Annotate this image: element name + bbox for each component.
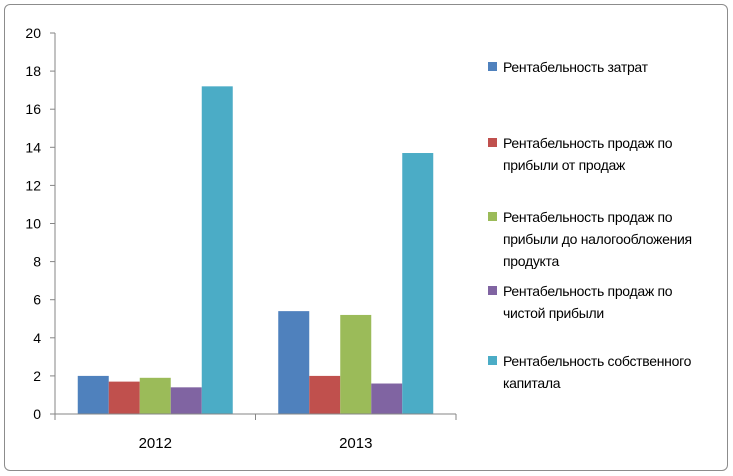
y-tick-label: 2	[33, 368, 41, 384]
x-tick-label-2012: 2012	[139, 435, 172, 452]
y-tick-label: 0	[33, 406, 41, 422]
bar-2012-series-5	[201, 86, 233, 414]
y-tick-label: 20	[25, 25, 41, 41]
legend-label: Рентабельность продаж по прибыли до нало…	[503, 209, 692, 269]
legend-item-4: Рентабельность продаж по чистой прибыли	[488, 280, 718, 324]
bar-2012-series-1	[77, 375, 109, 414]
legend-swatch	[488, 212, 497, 221]
x-axis: 2012 2013	[139, 435, 373, 452]
legend-swatch	[488, 286, 497, 295]
y-tick-label: 6	[33, 292, 41, 308]
y-tick-label: 10	[25, 216, 41, 232]
legend-item-3: Рентабельность продаж по прибыли до нало…	[488, 206, 718, 272]
bar-2013-series-4	[371, 383, 403, 414]
bar-2013-series-2	[309, 375, 341, 414]
bar-2013-series-3	[340, 314, 372, 414]
legend-swatch	[488, 138, 497, 147]
y-tick-label: 12	[25, 177, 41, 193]
legend-item-1: Рентабельность затрат	[488, 56, 718, 78]
y-tick-label: 16	[25, 101, 41, 117]
legend-item-5: Рентабельность собственного капитала	[488, 350, 718, 394]
bar-2012-series-3	[139, 377, 171, 414]
legend-label: Рентабельность продаж по прибыли от прод…	[503, 135, 673, 173]
legend-label: Рентабельность собственного капитала	[503, 353, 692, 391]
axes	[54, 33, 457, 420]
bar-2013-series-1	[278, 311, 310, 414]
y-tick-label: 14	[25, 139, 41, 155]
x-tick-label-2013: 2013	[339, 435, 372, 452]
legend-label: Рентабельность продаж по чистой прибыли	[503, 283, 673, 321]
legend-item-2: Рентабельность продаж по прибыли от прод…	[488, 132, 718, 176]
bars	[77, 86, 434, 414]
bar-2012-series-2	[108, 381, 140, 414]
legend-label: Рентабельность затрат	[503, 59, 648, 75]
y-tick-label: 8	[33, 254, 41, 270]
y-axis: 0 2 4 6 8 10 12 14 16 18 20	[25, 25, 55, 422]
bar-2012-series-4	[170, 387, 202, 414]
bar-2013-series-5	[402, 153, 434, 414]
legend-swatch	[488, 356, 497, 365]
y-tick-label: 4	[33, 330, 41, 346]
legend-swatch	[488, 62, 497, 71]
y-tick-label: 18	[25, 63, 41, 79]
